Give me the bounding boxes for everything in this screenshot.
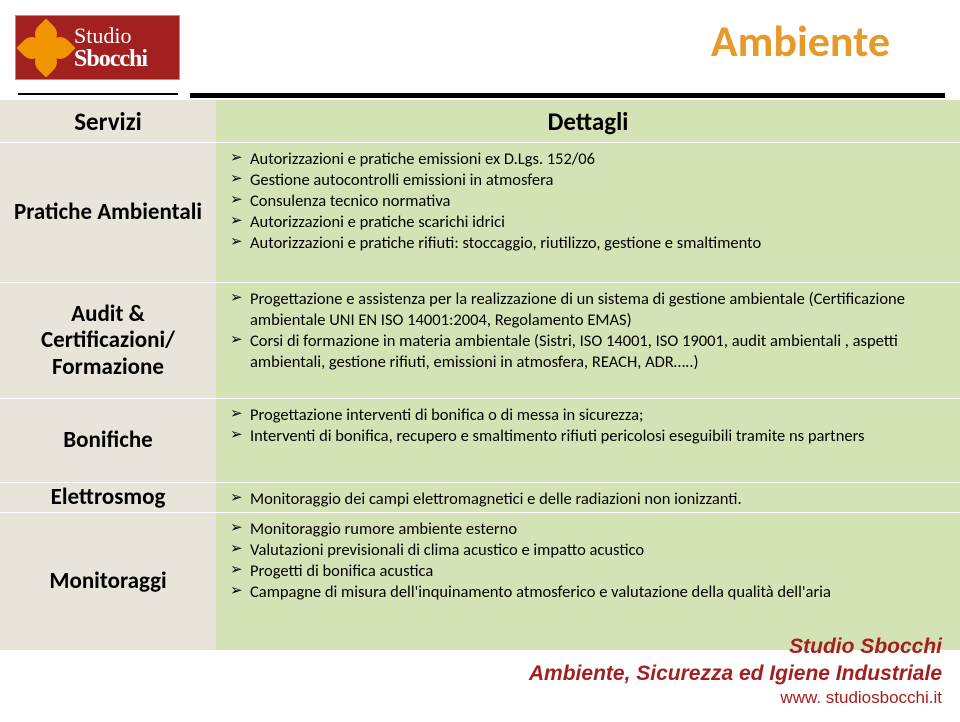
bullet-item: Monitoraggio dei campi elettromagnetici …	[226, 489, 952, 510]
divider-main	[190, 93, 945, 98]
right-row-elettrosmog: Monitoraggio dei campi elettromagnetici …	[216, 482, 960, 512]
bullet-item: Valutazioni previsionali di clima acusti…	[226, 540, 952, 561]
right-row-pratiche: Autorizzazioni e pratiche emissioni ex D…	[216, 142, 960, 282]
right-column: Dettagli Autorizzazioni e pratiche emiss…	[216, 100, 960, 650]
footer-line1: Studio Sbocchi	[529, 634, 942, 660]
bullet-item: Campagne di misura dell'inquinamento atm…	[226, 582, 952, 603]
left-column: Servizi Pratiche Ambientali Audit & Cert…	[0, 100, 216, 650]
logo: Studio Sbocchi	[15, 15, 180, 80]
bullet-item: Autorizzazioni e pratiche scarichi idric…	[226, 212, 952, 233]
footer-url: www. studiosbocchi.it	[529, 687, 942, 708]
right-header: Dettagli	[216, 100, 960, 142]
bullet-item: Consulenza tecnico normativa	[226, 191, 952, 212]
left-row-bonifiche: Bonifiche	[0, 398, 216, 482]
logo-line1: Studio	[74, 25, 147, 47]
bullet-item: Progetti di bonifica acustica	[226, 561, 952, 582]
bullet-item: Autorizzazioni e pratiche rifiuti: stocc…	[226, 233, 952, 254]
bullet-item: Autorizzazioni e pratiche emissioni ex D…	[226, 149, 952, 170]
right-row-audit: Progettazione e assistenza per la realiz…	[216, 282, 960, 398]
footer-line2: Ambiente, Sicurezza ed Igiene Industrial…	[529, 661, 942, 687]
bullet-item: Gestione autocontrolli emissioni in atmo…	[226, 170, 952, 191]
right-row-bonifiche: Progettazione interventi di bonifica o d…	[216, 398, 960, 482]
bullet-item: Monitoraggio rumore ambiente esterno	[226, 519, 952, 540]
left-row-audit: Audit & Certificazioni/ Formazione	[0, 282, 216, 398]
right-row-monitoraggi: Monitoraggio rumore ambiente esterno Val…	[216, 512, 960, 650]
bullet-item: Interventi di bonifica, recupero e smalt…	[226, 426, 952, 447]
left-row-pratiche: Pratiche Ambientali	[0, 142, 216, 282]
table: Servizi Pratiche Ambientali Audit & Cert…	[0, 100, 960, 650]
bullet-item: Corsi di formazione in materia ambiental…	[226, 331, 952, 373]
flower-icon	[22, 24, 70, 72]
bullet-item: Progettazione e assistenza per la realiz…	[226, 289, 952, 331]
bullet-text: Corsi di formazione in materia ambiental…	[250, 331, 898, 372]
left-header: Servizi	[0, 100, 216, 142]
left-row-elettrosmog: Elettrosmog	[0, 482, 216, 512]
footer: Studio Sbocchi Ambiente, Sicurezza ed Ig…	[529, 634, 942, 708]
page-title: Ambiente	[711, 14, 890, 68]
left-row-monitoraggi: Monitoraggi	[0, 512, 216, 650]
divider-left	[18, 93, 178, 95]
bullet-item: Progettazione interventi di bonifica o d…	[226, 405, 952, 426]
logo-line2: Sbocchi	[74, 47, 147, 71]
